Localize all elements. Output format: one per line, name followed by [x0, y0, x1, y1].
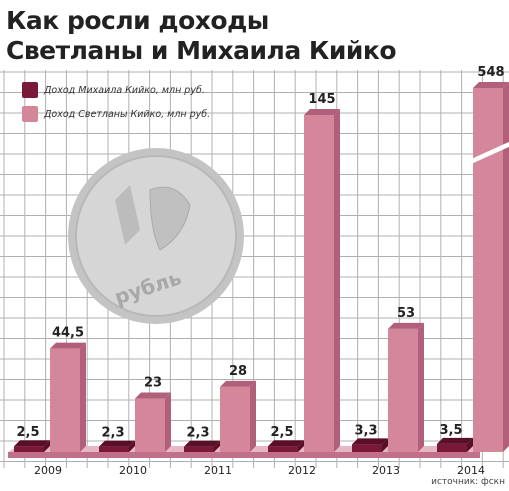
bar-svetlana-2009-side [80, 342, 86, 452]
value-label-svetlana-2012: 145 [308, 92, 335, 107]
bar-svetlana-2009 [50, 348, 80, 452]
chart-title-line-1: Как росли доходы [6, 6, 269, 35]
legend-item-svetlana: Доход Светланы Кийко, млн руб. [22, 106, 210, 122]
bar-mikhail-2013 [352, 444, 382, 452]
bar-mikhail-2011 [184, 446, 214, 452]
value-label-svetlana-2013: 53 [397, 306, 415, 321]
bar-mikhail-2013-top [352, 438, 388, 445]
bar-svetlana-2013-side [418, 322, 424, 452]
value-label-svetlana-2009: 44,5 [52, 326, 84, 341]
value-label-mikhail-2012: 2,5 [270, 425, 293, 440]
value-label-mikhail-2013: 3,3 [354, 423, 377, 438]
bar-mikhail-2011-top [184, 440, 220, 447]
bar-mikhail-2009-top [14, 440, 50, 447]
bar-svetlana-2010-side [165, 392, 171, 452]
bar-svetlana-2014-top [473, 82, 509, 88]
legend-swatch-svetlana [22, 106, 38, 122]
value-labels: 2,5 44,5 2,3 23 2,3 28 2,5 145 3,3 53 3,5 548 [16, 65, 504, 441]
axis-break-mark [469, 141, 509, 165]
bar-svetlana-2012-top [304, 109, 340, 115]
bar-svetlana-2010-top [135, 392, 171, 399]
bar-svetlana-2012-side [334, 109, 340, 452]
legend-label-mikhail: Доход Михаила Кийко, млн руб. [44, 84, 205, 96]
value-label-mikhail-2011: 2,3 [186, 426, 209, 441]
bar-mikhail-2009-side [44, 440, 50, 452]
x-tick-label-2010: 2010 [119, 464, 147, 477]
ruble-coin-icon: рубль [68, 148, 244, 324]
value-label-svetlana-2014: 548 [477, 65, 504, 80]
bar-mikhail-2009 [14, 446, 44, 452]
chart-title-line-2: Светланы и Михаила Кийко [6, 36, 397, 65]
x-tick-label-2011: 2011 [204, 464, 232, 477]
x-tick-label-2009: 2009 [34, 464, 62, 477]
legend-item-mikhail: Доход Михаила Кийко, млн руб. [22, 82, 205, 98]
value-label-mikhail-2010: 2,3 [101, 426, 124, 441]
bar-mikhail-2010 [99, 446, 129, 452]
bar-mikhail-2011-side [214, 440, 220, 452]
bar-svetlana-2011-side [250, 380, 256, 452]
bar-mikhail-2010-side [129, 440, 135, 452]
x-tick-label-2014: 2014 [457, 464, 485, 477]
bar-svetlana-2012 [304, 115, 334, 452]
bar-svetlana-2013 [388, 328, 418, 452]
legend-label-svetlana: Доход Светланы Кийко, млн руб. [44, 108, 211, 120]
bar-svetlana-2011 [220, 386, 250, 452]
bar-svetlana-2010 [135, 398, 165, 452]
bar-mikhail-2013-side [382, 438, 388, 452]
x-tick-label-2013: 2013 [372, 464, 400, 477]
bar-mikhail-2014 [437, 443, 467, 452]
value-label-svetlana-2011: 28 [229, 364, 247, 379]
value-label-svetlana-2010: 23 [144, 376, 162, 391]
bar-mikhail-2012-top [268, 440, 304, 447]
value-label-mikhail-2014: 3,5 [439, 423, 462, 438]
bar-mikhail-2010-top [99, 440, 135, 447]
bar-svetlana-2014 [473, 88, 503, 452]
bars [14, 82, 509, 452]
bar-mikhail-2012-side [298, 440, 304, 452]
bar-svetlana-2013-top [388, 322, 424, 329]
legend-swatch-mikhail [22, 82, 38, 98]
floor-front [8, 452, 480, 458]
bar-svetlana-2011-top [220, 380, 256, 387]
value-label-mikhail-2009: 2,5 [16, 425, 39, 440]
x-axis-labels: 2009 2010 2011 2012 2013 2014 [34, 464, 485, 477]
x-tick-label-2012: 2012 [288, 464, 316, 477]
chart-source: источник: фскн [431, 477, 505, 487]
bar-mikhail-2014-top [437, 437, 473, 444]
bar-svetlana-2014-side [503, 82, 509, 452]
bar-mikhail-2012 [268, 446, 298, 452]
bar-mikhail-2014-side [467, 437, 473, 452]
bar-svetlana-2009-top [50, 342, 86, 349]
